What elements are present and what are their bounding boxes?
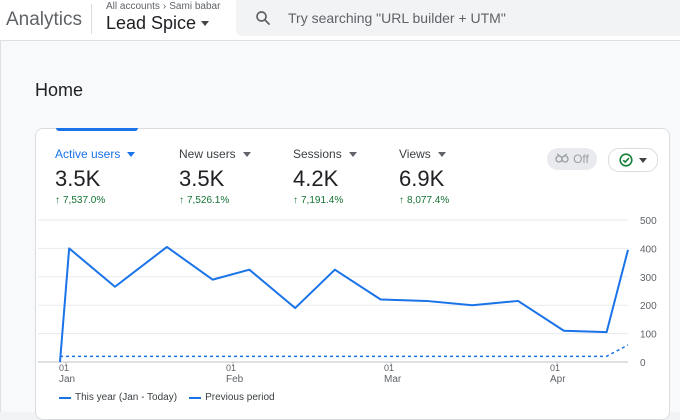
page-title: Home (35, 80, 83, 101)
insights-toggle-label: Off (573, 152, 589, 166)
insights-icon (555, 153, 569, 165)
metric-change-value: 8,077.4% (407, 195, 449, 206)
app-title[interactable]: Analytics (6, 9, 82, 31)
metric-label: Views (399, 147, 431, 161)
metric-value: 3.5K (55, 166, 135, 192)
legend-label: Previous period (205, 392, 274, 403)
breadcrumb[interactable]: All accounts › Sami babar (106, 1, 220, 12)
chevron-right-icon: › (163, 1, 166, 12)
metric-views[interactable]: Views 6.9K ↑8,077.4% (399, 147, 449, 206)
legend-item-previous[interactable]: Previous period (189, 392, 274, 403)
chart-legend: This year (Jan - Today) Previous period (59, 392, 287, 403)
property-selector[interactable]: Lead Spice (106, 13, 209, 34)
dropdown-caret-icon (127, 152, 135, 157)
metric-change-value: 7,537.0% (63, 195, 105, 206)
metric-label: Sessions (293, 147, 342, 161)
check-circle-icon (619, 153, 633, 167)
legend-item-this-year[interactable]: This year (Jan - Today) (59, 392, 177, 403)
arrow-up-icon: ↑ (55, 195, 60, 206)
search-icon (254, 9, 272, 27)
dropdown-caret-icon (438, 152, 446, 157)
metric-change-value: 7,191.4% (301, 195, 343, 206)
property-name: Lead Spice (106, 13, 196, 34)
metric-change-value: 7,526.1% (187, 195, 229, 206)
legend-swatch-dashed (189, 397, 201, 399)
arrow-up-icon: ↑ (179, 195, 184, 206)
header-divider (91, 4, 92, 34)
metric-change: ↑7,526.1% (179, 195, 251, 206)
data-quality-menu[interactable] (608, 148, 658, 172)
breadcrumb-root[interactable]: All accounts (106, 1, 160, 12)
metric-change: ↑7,191.4% (293, 195, 357, 206)
arrow-up-icon: ↑ (399, 195, 404, 206)
metric-change: ↑7,537.0% (55, 195, 135, 206)
metric-label: New users (179, 147, 236, 161)
legend-swatch-solid (59, 397, 71, 399)
arrow-up-icon: ↑ (293, 195, 298, 206)
dropdown-caret-icon (201, 21, 209, 26)
breadcrumb-account[interactable]: Sami babar (169, 1, 220, 12)
dropdown-caret-icon (349, 152, 357, 157)
legend-label: This year (Jan - Today) (75, 392, 177, 403)
dropdown-caret-icon (243, 152, 251, 157)
dropdown-caret-icon (639, 158, 647, 163)
active-tab-indicator (56, 128, 138, 131)
metric-value: 4.2K (293, 166, 357, 192)
search-bar[interactable] (236, 0, 680, 36)
metric-value: 3.5K (179, 166, 251, 192)
top-bar: Analytics All accounts › Sami babar Lead… (0, 0, 680, 41)
search-input[interactable] (288, 8, 668, 28)
metric-value: 6.9K (399, 166, 449, 192)
metric-active-users[interactable]: Active users 3.5K ↑7,537.0% (55, 147, 135, 206)
metric-new-users[interactable]: New users 3.5K ↑7,526.1% (179, 147, 251, 206)
metric-sessions[interactable]: Sessions 4.2K ↑7,191.4% (293, 147, 357, 206)
metric-change: ↑8,077.4% (399, 195, 449, 206)
metric-label: Active users (55, 147, 120, 161)
insights-toggle[interactable]: Off (547, 148, 597, 170)
